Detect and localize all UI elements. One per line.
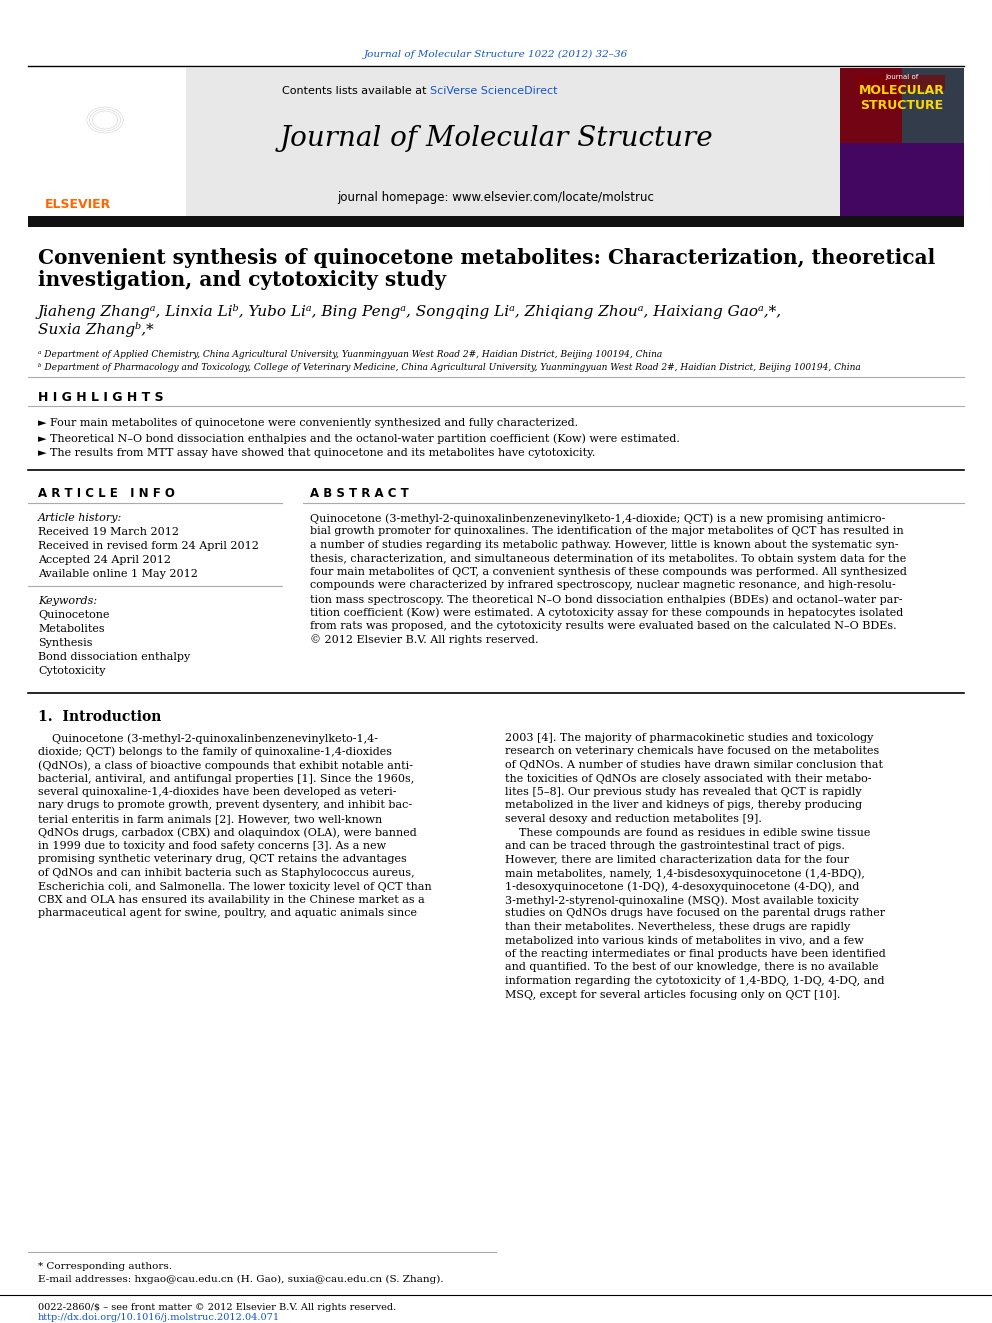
- Text: Convenient synthesis of quinocetone metabolites: Characterization, theoretical: Convenient synthesis of quinocetone meta…: [38, 247, 935, 269]
- Text: Accepted 24 April 2012: Accepted 24 April 2012: [38, 556, 171, 565]
- Text: bial growth promoter for quinoxalines. The identification of the major metabolit: bial growth promoter for quinoxalines. T…: [310, 527, 904, 537]
- Text: ᵃ Department of Applied Chemistry, China Agricultural University, Yuanmingyuan W: ᵃ Department of Applied Chemistry, China…: [38, 351, 663, 359]
- Text: tion mass spectroscopy. The theoretical N–O bond dissociation enthalpies (BDEs) : tion mass spectroscopy. The theoretical …: [310, 594, 903, 605]
- Text: information regarding the cytotoxicity of 1,4-BDQ, 1-DQ, 4-DQ, and: information regarding the cytotoxicity o…: [505, 976, 885, 986]
- Text: SciVerse ScienceDirect: SciVerse ScienceDirect: [430, 86, 558, 97]
- Text: of QdNOs. A number of studies have drawn similar conclusion that: of QdNOs. A number of studies have drawn…: [505, 759, 883, 770]
- Text: tition coefficient (Kow) were estimated. A cytotoxicity assay for these compound: tition coefficient (Kow) were estimated.…: [310, 607, 904, 618]
- Text: metabolized in the liver and kidneys of pigs, thereby producing: metabolized in the liver and kidneys of …: [505, 800, 862, 811]
- Bar: [840, 67, 964, 218]
- Bar: [840, 67, 902, 143]
- Text: 2003 [4]. The majority of pharmacokinetic studies and toxicology: 2003 [4]. The majority of pharmacokineti…: [505, 733, 873, 744]
- Text: studies on QdNOs drugs have focused on the parental drugs rather: studies on QdNOs drugs have focused on t…: [505, 909, 885, 918]
- Text: ► Four main metabolites of quinocetone were conveniently synthesized and fully c: ► Four main metabolites of quinocetone w…: [38, 418, 578, 429]
- Bar: [28, 67, 964, 218]
- Text: H I G H L I G H T S: H I G H L I G H T S: [38, 392, 164, 404]
- Text: ► The results from MTT assay have showed that quinocetone and its metabolites ha: ► The results from MTT assay have showed…: [38, 448, 595, 458]
- Text: the toxicities of QdNOs are closely associated with their metabo-: the toxicities of QdNOs are closely asso…: [505, 774, 872, 783]
- Text: Available online 1 May 2012: Available online 1 May 2012: [38, 569, 197, 579]
- Text: main metabolites, namely, 1,4-bisdesoxyquinocetone (1,4-BDQ),: main metabolites, namely, 1,4-bisdesoxyq…: [505, 868, 865, 878]
- Text: Article history:: Article history:: [38, 513, 122, 523]
- Text: MSQ, except for several articles focusing only on QCT [10].: MSQ, except for several articles focusin…: [505, 990, 840, 999]
- Text: dioxide; QCT) belongs to the family of quinoxaline-1,4-dioxides: dioxide; QCT) belongs to the family of q…: [38, 746, 392, 757]
- Text: terial enteritis in farm animals [2]. However, two well-known: terial enteritis in farm animals [2]. Ho…: [38, 814, 382, 824]
- Text: Journal of Molecular Structure: Journal of Molecular Structure: [279, 124, 713, 152]
- Text: Received in revised form 24 April 2012: Received in revised form 24 April 2012: [38, 541, 259, 550]
- Text: compounds were characterized by infrared spectroscopy, nuclear magnetic resonanc: compounds were characterized by infrared…: [310, 581, 896, 590]
- Text: journal homepage: www.elsevier.com/locate/molstruc: journal homepage: www.elsevier.com/locat…: [337, 192, 655, 205]
- Text: Journal of: Journal of: [886, 74, 919, 79]
- Text: Quinocetone (3-methyl-2-quinoxalinbenzenevinylketo-1,4-: Quinocetone (3-methyl-2-quinoxalinbenzen…: [38, 733, 378, 744]
- Text: research on veterinary chemicals have focused on the metabolites: research on veterinary chemicals have fo…: [505, 746, 879, 757]
- Text: A R T I C L E   I N F O: A R T I C L E I N F O: [38, 487, 175, 500]
- Text: Jiaheng Zhangᵃ, Linxia Liᵇ, Yubo Liᵃ, Bing Pengᵃ, Songqing Liᵃ, Zhiqiang Zhouᵃ, : Jiaheng Zhangᵃ, Linxia Liᵇ, Yubo Liᵃ, Bi…: [38, 304, 782, 319]
- Text: bacterial, antiviral, and antifungal properties [1]. Since the 1960s,: bacterial, antiviral, and antifungal pro…: [38, 774, 415, 783]
- Text: Quinocetone (3-methyl-2-quinoxalinbenzenevinylketo-1,4-dioxide; QCT) is a new pr: Quinocetone (3-methyl-2-quinoxalinbenzen…: [310, 513, 885, 524]
- Text: in 1999 due to toxicity and food safety concerns [3]. As a new: in 1999 due to toxicity and food safety …: [38, 841, 386, 851]
- Text: investigation, and cytotoxicity study: investigation, and cytotoxicity study: [38, 270, 446, 290]
- Text: Keywords:: Keywords:: [38, 595, 97, 606]
- Text: thesis, characterization, and simultaneous determination of its metabolites. To : thesis, characterization, and simultaneo…: [310, 553, 907, 564]
- Text: * Corresponding authors.: * Corresponding authors.: [38, 1262, 172, 1271]
- Text: lites [5–8]. Our previous study has revealed that QCT is rapidly: lites [5–8]. Our previous study has reve…: [505, 787, 862, 796]
- Text: These compounds are found as residues in edible swine tissue: These compounds are found as residues in…: [505, 827, 870, 837]
- Text: 0022-2860/$ – see front matter © 2012 Elsevier B.V. All rights reserved.: 0022-2860/$ – see front matter © 2012 El…: [38, 1303, 396, 1312]
- Text: from rats was proposed, and the cytotoxicity results were evaluated based on the: from rats was proposed, and the cytotoxi…: [310, 620, 897, 631]
- Text: Journal of Molecular Structure 1022 (2012) 32–36: Journal of Molecular Structure 1022 (201…: [364, 50, 628, 60]
- Text: Cytotoxicity: Cytotoxicity: [38, 665, 105, 676]
- Text: 1.  Introduction: 1. Introduction: [38, 710, 162, 724]
- Text: several quinoxaline-1,4-dioxides have been developed as veteri-: several quinoxaline-1,4-dioxides have be…: [38, 787, 397, 796]
- Text: Synthesis: Synthesis: [38, 638, 92, 648]
- Text: MOLECULAR
STRUCTURE: MOLECULAR STRUCTURE: [859, 83, 945, 112]
- Text: QdNOs drugs, carbadox (CBX) and olaquindox (OLA), were banned: QdNOs drugs, carbadox (CBX) and olaquind…: [38, 827, 417, 837]
- Text: and quantified. To the best of our knowledge, there is no available: and quantified. To the best of our knowl…: [505, 963, 879, 972]
- Text: Bond dissociation enthalpy: Bond dissociation enthalpy: [38, 652, 190, 662]
- Text: Contents lists available at: Contents lists available at: [282, 86, 430, 97]
- Text: However, there are limited characterization data for the four: However, there are limited characterizat…: [505, 855, 849, 864]
- Text: Quinocetone: Quinocetone: [38, 610, 109, 620]
- Text: ᵇ Department of Pharmacology and Toxicology, College of Veterinary Medicine, Chi: ᵇ Department of Pharmacology and Toxicol…: [38, 363, 861, 372]
- Text: ELSEVIER: ELSEVIER: [45, 198, 111, 212]
- Text: 3-methyl-2-styrenol-quinoxaline (MSQ). Most available toxicity: 3-methyl-2-styrenol-quinoxaline (MSQ). M…: [505, 894, 859, 905]
- Bar: [855, 75, 945, 90]
- Bar: [28, 67, 186, 218]
- Text: Suxia Zhangᵇ,*: Suxia Zhangᵇ,*: [38, 321, 154, 337]
- Text: and can be traced through the gastrointestinal tract of pigs.: and can be traced through the gastrointe…: [505, 841, 845, 851]
- Bar: [840, 143, 964, 218]
- Text: several desoxy and reduction metabolites [9].: several desoxy and reduction metabolites…: [505, 814, 762, 824]
- Text: four main metabolites of QCT, a convenient synthesis of these compounds was perf: four main metabolites of QCT, a convenie…: [310, 568, 907, 577]
- Text: nary drugs to promote growth, prevent dysentery, and inhibit bac-: nary drugs to promote growth, prevent dy…: [38, 800, 412, 811]
- Text: Escherichia coli, and Salmonella. The lower toxicity level of QCT than: Escherichia coli, and Salmonella. The lo…: [38, 881, 432, 892]
- Text: metabolized into various kinds of metabolites in vivo, and a few: metabolized into various kinds of metabo…: [505, 935, 864, 946]
- Text: pharmaceutical agent for swine, poultry, and aquatic animals since: pharmaceutical agent for swine, poultry,…: [38, 909, 417, 918]
- Text: (QdNOs), a class of bioactive compounds that exhibit notable anti-: (QdNOs), a class of bioactive compounds …: [38, 759, 413, 770]
- Text: E-mail addresses: hxgao@cau.edu.cn (H. Gao), suxia@cau.edu.cn (S. Zhang).: E-mail addresses: hxgao@cau.edu.cn (H. G…: [38, 1275, 443, 1285]
- Text: of the reacting intermediates or final products have been identified: of the reacting intermediates or final p…: [505, 949, 886, 959]
- Text: © 2012 Elsevier B.V. All rights reserved.: © 2012 Elsevier B.V. All rights reserved…: [310, 635, 539, 646]
- Text: a number of studies regarding its metabolic pathway. However, little is known ab: a number of studies regarding its metabo…: [310, 540, 899, 550]
- Text: http://dx.doi.org/10.1016/j.molstruc.2012.04.071: http://dx.doi.org/10.1016/j.molstruc.201…: [38, 1312, 280, 1322]
- Text: Received 19 March 2012: Received 19 March 2012: [38, 527, 179, 537]
- Bar: [28, 216, 964, 228]
- Text: Metabolites: Metabolites: [38, 624, 104, 634]
- Text: of QdNOs and can inhibit bacteria such as Staphylococcus aureus,: of QdNOs and can inhibit bacteria such a…: [38, 868, 415, 878]
- Bar: [902, 67, 964, 143]
- Text: than their metabolites. Nevertheless, these drugs are rapidly: than their metabolites. Nevertheless, th…: [505, 922, 850, 931]
- Text: ► Theoretical N–O bond dissociation enthalpies and the octanol-water partition c: ► Theoretical N–O bond dissociation enth…: [38, 433, 680, 443]
- Text: A B S T R A C T: A B S T R A C T: [310, 487, 409, 500]
- Text: promising synthetic veterinary drug, QCT retains the advantages: promising synthetic veterinary drug, QCT…: [38, 855, 407, 864]
- Text: CBX and OLA has ensured its availability in the Chinese market as a: CBX and OLA has ensured its availability…: [38, 894, 425, 905]
- Text: 1-desoxyquinocetone (1-DQ), 4-desoxyquinocetone (4-DQ), and: 1-desoxyquinocetone (1-DQ), 4-desoxyquin…: [505, 881, 859, 892]
